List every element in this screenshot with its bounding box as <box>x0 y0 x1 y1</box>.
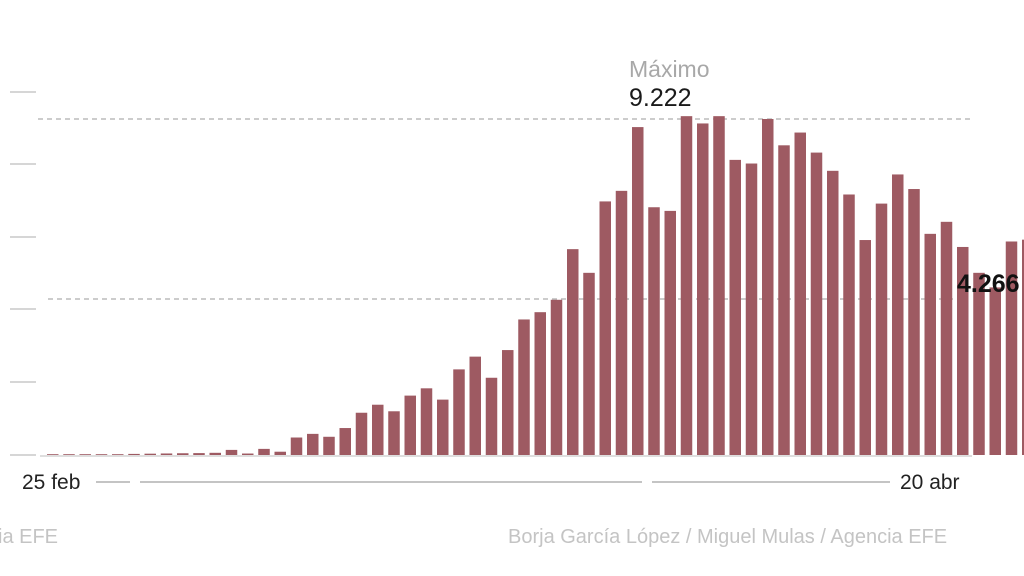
bar <box>810 152 823 455</box>
bar <box>599 201 611 455</box>
max-title-label: Máximo <box>629 56 710 82</box>
bar <box>827 170 839 455</box>
bar <box>778 145 790 455</box>
bar <box>63 454 75 455</box>
bar <box>843 194 855 456</box>
bars <box>47 116 1024 456</box>
bar <box>1005 241 1018 455</box>
bar <box>697 123 709 455</box>
bar <box>112 454 124 455</box>
start-date-label: 25 feb <box>22 471 80 494</box>
bar <box>908 189 920 455</box>
bar <box>209 452 221 455</box>
bar <box>534 312 546 455</box>
bar <box>79 454 91 455</box>
bar <box>892 174 904 455</box>
bar <box>550 299 563 455</box>
bar <box>404 395 416 455</box>
max-value-label: 9.222 <box>629 84 692 112</box>
bar <box>713 116 725 455</box>
bar <box>745 163 758 455</box>
bar <box>518 319 530 455</box>
last-value-label: 4.266 <box>957 270 1020 298</box>
bar <box>128 453 140 455</box>
bar <box>762 119 774 455</box>
bar <box>388 411 400 455</box>
bar <box>567 249 579 455</box>
bar <box>193 453 205 455</box>
bar <box>144 453 156 455</box>
bar <box>615 190 628 455</box>
bar <box>355 412 368 455</box>
bar <box>307 433 319 455</box>
bar <box>469 356 481 455</box>
bar <box>420 388 433 455</box>
bar <box>290 437 303 455</box>
bar <box>95 454 108 455</box>
bar <box>989 287 1001 455</box>
bar <box>875 203 888 455</box>
bar <box>859 240 871 455</box>
bar <box>664 210 676 455</box>
bar <box>973 272 985 455</box>
credit-left: cia EFE <box>0 526 59 548</box>
bar <box>583 272 595 455</box>
bar <box>323 436 335 455</box>
bar <box>632 127 644 455</box>
bar <box>258 448 270 455</box>
bar <box>502 350 514 455</box>
bar <box>453 369 465 455</box>
end-date-label: 20 abr <box>900 471 960 494</box>
bar <box>680 116 693 455</box>
bar <box>648 207 660 455</box>
bar <box>940 221 953 455</box>
y-ticks <box>10 91 36 456</box>
credit-right: Borja García López / Miguel Mulas / Agen… <box>508 526 948 548</box>
bar <box>177 453 189 455</box>
bar <box>274 451 286 455</box>
bar <box>242 453 254 455</box>
bar <box>372 404 384 455</box>
bar <box>225 449 238 455</box>
bar <box>339 428 351 455</box>
bar <box>47 454 59 455</box>
bar <box>794 132 806 456</box>
bar <box>957 246 969 455</box>
bar <box>1022 239 1024 455</box>
bar <box>924 233 936 455</box>
bar <box>160 453 173 455</box>
bar <box>437 399 449 455</box>
bar <box>729 159 741 455</box>
bar <box>485 377 498 455</box>
